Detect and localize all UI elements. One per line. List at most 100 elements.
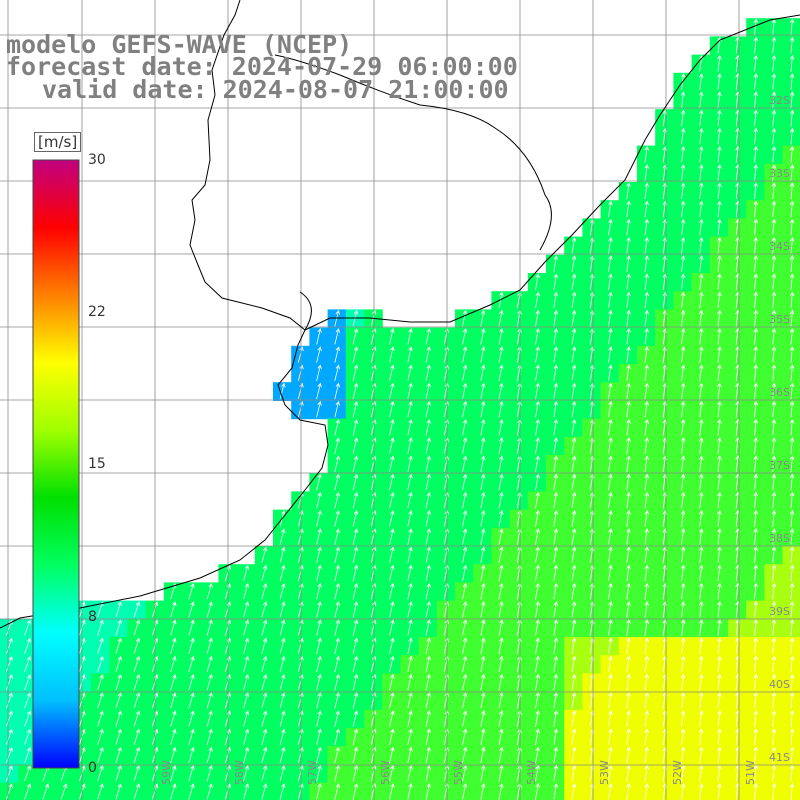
wind-arrow [279, 692, 286, 709]
wind-arrow [626, 673, 631, 691]
wind-arrow [535, 346, 540, 363]
wind-arrow [24, 765, 31, 782]
wind-arrow [698, 255, 704, 272]
wind-arrow [498, 728, 504, 746]
wind-arrow [297, 619, 304, 636]
wind-arrow [771, 746, 777, 764]
wind-arrow [644, 382, 649, 400]
wind-arrow [789, 528, 795, 545]
wind-arrow [571, 309, 577, 327]
wind-arrow [644, 346, 649, 363]
wind-arrow [352, 364, 359, 381]
wind-arrow [571, 400, 577, 418]
wind-arrow [352, 692, 359, 709]
wind-arrow [352, 491, 359, 509]
wind-arrow [425, 619, 431, 636]
wind-arrow [334, 564, 340, 582]
wind-arrow [717, 327, 722, 345]
wind-arrow [553, 255, 559, 272]
wind-arrow [261, 564, 268, 582]
wind-arrow [425, 437, 431, 454]
wind-arrow [6, 747, 13, 763]
wind-arrow [389, 783, 395, 800]
wind-arrow [261, 692, 268, 709]
wind-arrow [243, 764, 250, 782]
wind-arrow [680, 546, 686, 564]
wind-arrow [553, 564, 559, 582]
wind-arrow [608, 455, 613, 473]
wind-arrow [626, 746, 631, 764]
wind-arrow [170, 673, 177, 691]
wind-arrow [644, 637, 649, 655]
wind-arrow [389, 473, 395, 491]
wind-arrow [680, 255, 686, 272]
wind-arrow [24, 692, 31, 709]
wind-arrow [261, 783, 268, 800]
wind-arrow [389, 437, 395, 454]
wind-arrow [407, 692, 413, 709]
wind-arrow [626, 309, 631, 327]
wind-arrow [571, 437, 577, 454]
wind-arrow [789, 473, 795, 491]
wind-arrow [498, 710, 504, 727]
wind-arrow [498, 582, 504, 600]
wind-arrow [297, 783, 304, 800]
wind-arrow [115, 619, 122, 636]
wind-arrow [97, 710, 104, 727]
wind-arrow [571, 691, 577, 709]
wind-arrow [425, 419, 431, 436]
wind-arrow [644, 273, 649, 291]
wind-arrow [133, 655, 141, 673]
wind-arrow [389, 764, 395, 782]
wind-arrow [698, 473, 704, 491]
wind-arrow [644, 327, 649, 345]
lat-label: 34S [769, 240, 790, 253]
wind-arrow [352, 746, 359, 764]
wind-arrow [462, 673, 468, 691]
wind-arrow [680, 582, 686, 600]
wind-arrow [206, 746, 213, 764]
wind-arrow [571, 509, 577, 527]
wind-arrow [571, 491, 577, 509]
wind-arrow [334, 473, 340, 491]
wind-arrow [316, 528, 322, 545]
wind-arrow [771, 127, 777, 145]
wind-arrow [680, 473, 686, 491]
wind-arrow [115, 674, 122, 691]
wind-arrow [626, 346, 631, 363]
wind-arrow [626, 509, 631, 527]
wind-arrow [170, 764, 177, 782]
wind-arrow [571, 619, 577, 636]
wind-arrow [571, 346, 577, 363]
wind-arrow [698, 382, 704, 400]
wind-arrow [698, 528, 704, 545]
wind-arrow [480, 546, 486, 564]
wind-arrow [535, 746, 540, 764]
wind-arrow [407, 783, 413, 800]
wind-arrow [389, 455, 395, 472]
wind-arrow [279, 673, 286, 691]
wind-arrow [462, 564, 468, 582]
wind-arrow [644, 491, 649, 509]
wind-arrow [425, 364, 431, 381]
wind-arrow [789, 437, 795, 454]
wind-arrow [680, 600, 686, 618]
wind-arrow [789, 182, 795, 200]
wind-arrow [133, 601, 141, 618]
wind-arrow [553, 346, 559, 363]
wind-arrow [571, 637, 577, 655]
wind-arrow [789, 637, 795, 655]
wind-arrow [243, 655, 250, 673]
wind-arrow [389, 637, 395, 654]
wind-arrow [608, 364, 613, 382]
wind-arrow [698, 91, 704, 109]
wind-arrow [425, 764, 431, 782]
wind-arrow [352, 546, 359, 563]
wind-arrow [717, 782, 722, 800]
wind-arrow [717, 418, 722, 436]
wind-arrow [771, 273, 777, 291]
wind-arrow [680, 218, 686, 236]
wind-arrow [644, 473, 649, 491]
wind-arrow [717, 491, 722, 509]
wind-arrow [717, 109, 722, 127]
